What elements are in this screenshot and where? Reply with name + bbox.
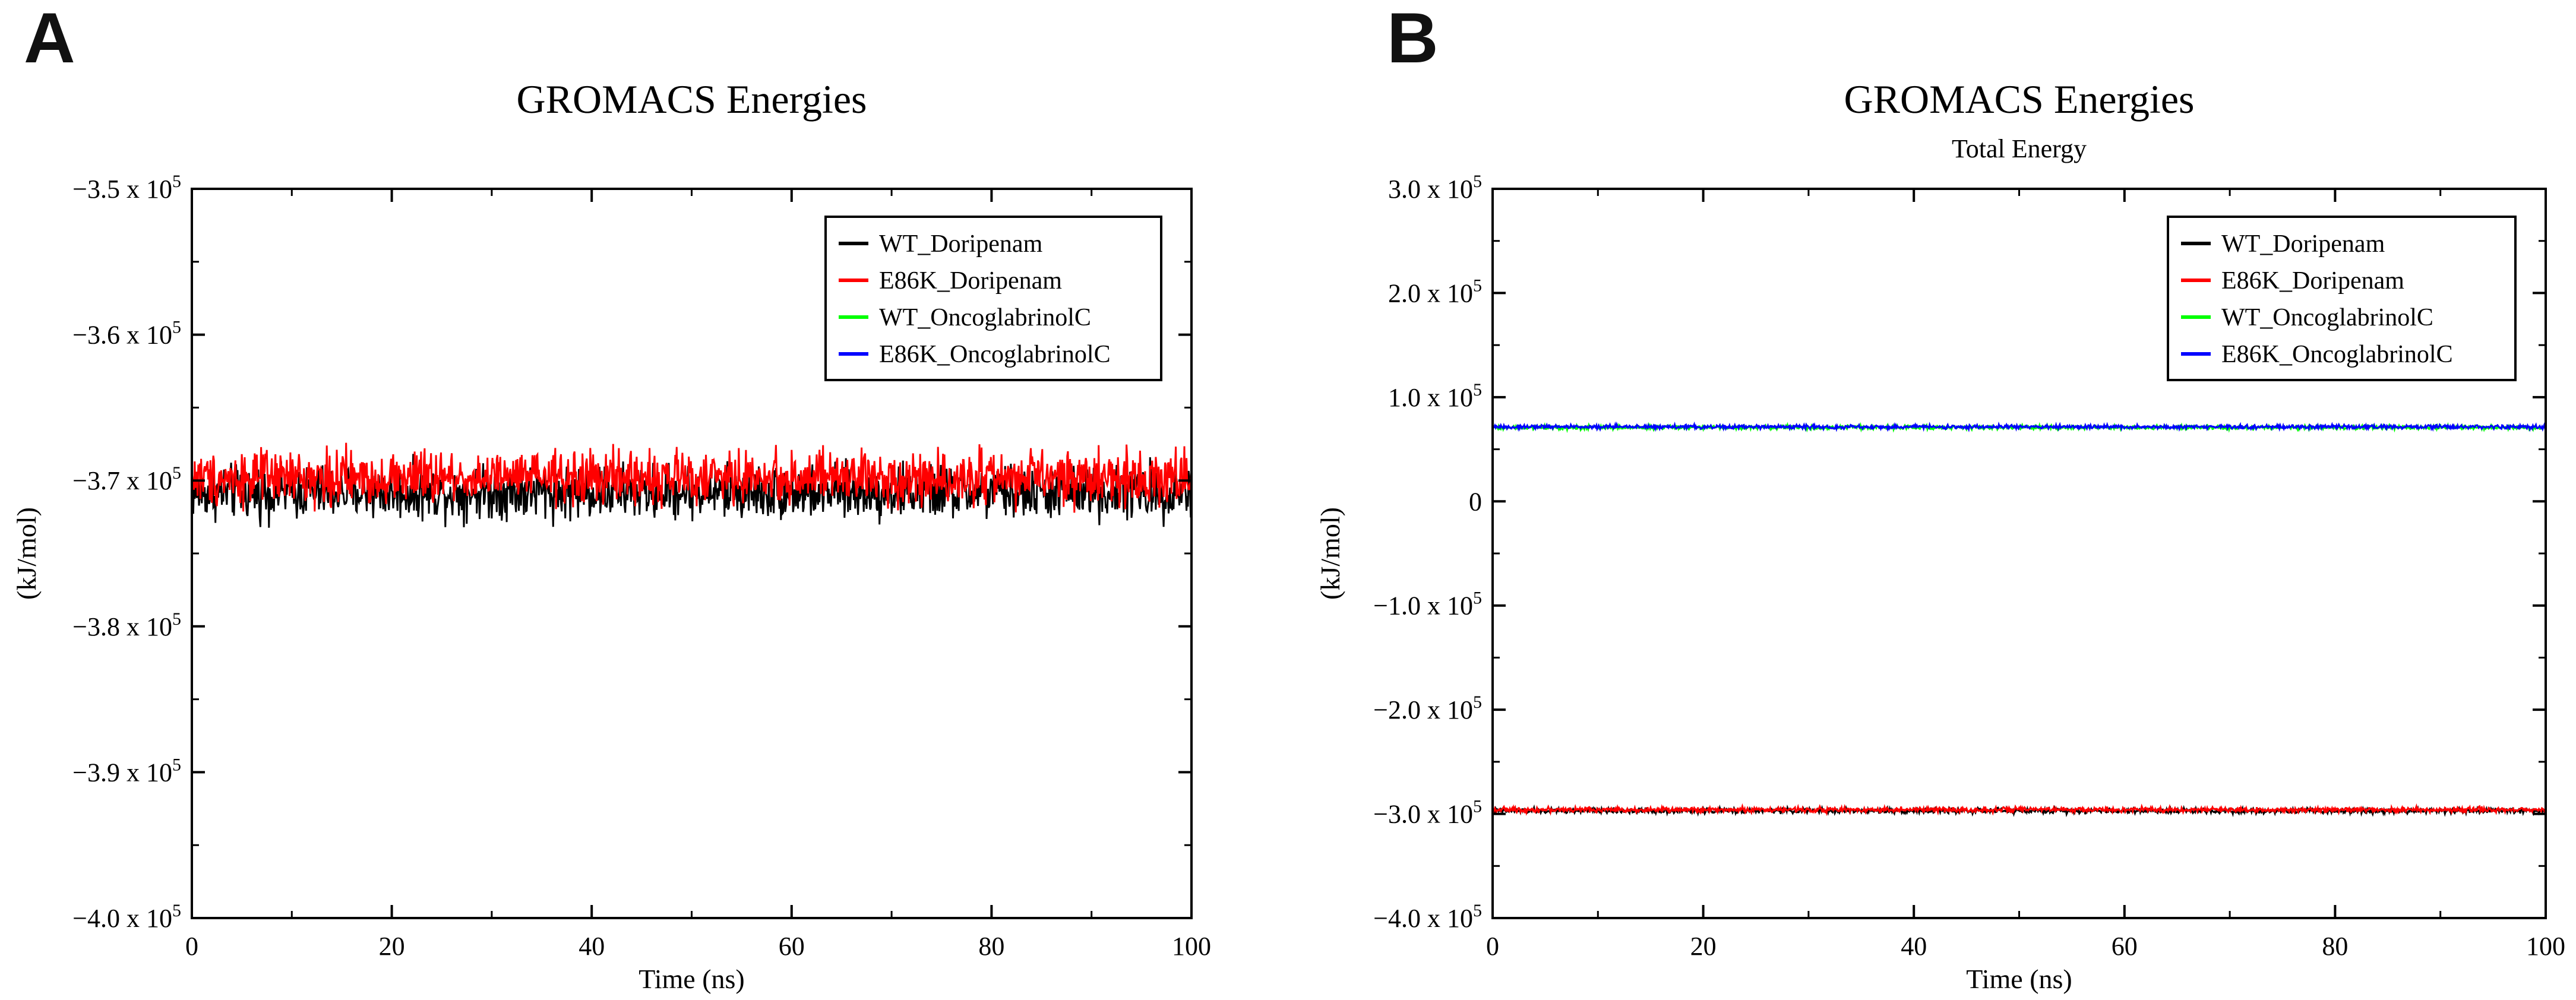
x-tick-label: 40 <box>579 932 605 961</box>
x-tick-label: 0 <box>1486 932 1499 961</box>
x-tick-label: 20 <box>379 932 405 961</box>
chart-panel-a: A GROMACS Energies 0 20 40 60 80 100 −4.0 x 105 −… <box>11 0 1211 994</box>
legend-box <box>824 216 1162 381</box>
panel-letter: A <box>24 0 75 78</box>
legend: WT_Doripenam E86K_Doripenam WT_Oncoglabrin… <box>824 216 1162 381</box>
y-axis-label: (kJ/mol) <box>1315 507 1345 600</box>
legend-label-e86k_doripenam: E86K_Doripenam <box>2221 267 2404 295</box>
x-tick-label: 0 <box>185 932 198 961</box>
y-tick-label: 1.0 x 105 <box>1388 380 1482 412</box>
chart-panel-b: B GROMACS Energies Total Energy 0 20 40 60 80 10… <box>1315 0 2565 994</box>
series-line-e86k_doripenam <box>1493 803 2546 817</box>
y-tick-label: −3.0 x 105 <box>1373 797 1482 829</box>
x-tick-label: 80 <box>2322 932 2348 961</box>
y-tick-label: 2.0 x 105 <box>1388 276 1482 308</box>
y-tick-label: −1.0 x 105 <box>1373 588 1482 621</box>
x-tick-label: 100 <box>2526 932 2565 961</box>
legend-label-wt_oncoglabrinolc: WT_OncoglabrinolC <box>879 304 1091 331</box>
legend-label-wt_doripenam: WT_Doripenam <box>2221 230 2385 258</box>
legend-box <box>2167 216 2517 381</box>
y-tick-label: −3.8 x 105 <box>72 609 181 641</box>
x-tick-label: 80 <box>978 932 1004 961</box>
chart-subtitle: Total Energy <box>1952 134 2087 163</box>
y-tick-label: −3.7 x 105 <box>72 463 181 495</box>
y-tick-label: −3.5 x 105 <box>72 172 181 204</box>
x-tick-label: 40 <box>1901 932 1927 961</box>
chart-title: GROMACS Energies <box>517 77 867 122</box>
y-tick-label: −4.0 x 105 <box>72 901 181 933</box>
legend-label-wt_oncoglabrinolc: WT_OncoglabrinolC <box>2221 304 2433 331</box>
series-group <box>1493 421 2546 818</box>
y-tick-label: −3.6 x 105 <box>72 318 181 350</box>
y-tick-label: 3.0 x 105 <box>1388 172 1482 204</box>
x-tick-label: 60 <box>779 932 805 961</box>
series-line-e86k_oncoglabrinolc <box>1493 421 2546 433</box>
x-tick-label: 100 <box>1172 932 1211 961</box>
chart-title: GROMACS Energies <box>1844 77 2195 122</box>
legend-label-e86k_doripenam: E86K_Doripenam <box>879 267 1062 295</box>
legend: WT_Doripenam E86K_Doripenam WT_Oncoglabrin… <box>2167 216 2517 381</box>
x-tick-label: 20 <box>1690 932 1717 961</box>
legend-label-e86k_oncoglabrinolc: E86K_OncoglabrinolC <box>879 341 1111 368</box>
x-axis-label: Time (ns) <box>639 964 745 994</box>
legend-label-wt_doripenam: WT_Doripenam <box>879 230 1043 258</box>
y-axis-label: (kJ/mol) <box>11 507 42 600</box>
x-tick-label: 60 <box>2112 932 2138 961</box>
y-tick-label: −4.0 x 105 <box>1373 901 1482 933</box>
series-line-e86k_doripenam <box>192 442 1191 513</box>
y-tick-label: 0 <box>1469 487 1482 516</box>
legend-label-e86k_oncoglabrinolc: E86K_OncoglabrinolC <box>2221 341 2453 368</box>
panel-letter: B <box>1387 0 1439 78</box>
x-axis-label: Time (ns) <box>1966 964 2072 994</box>
y-tick-label: −3.9 x 105 <box>72 755 181 787</box>
y-tick-label: −2.0 x 105 <box>1373 692 1482 724</box>
series-group <box>192 442 1191 528</box>
